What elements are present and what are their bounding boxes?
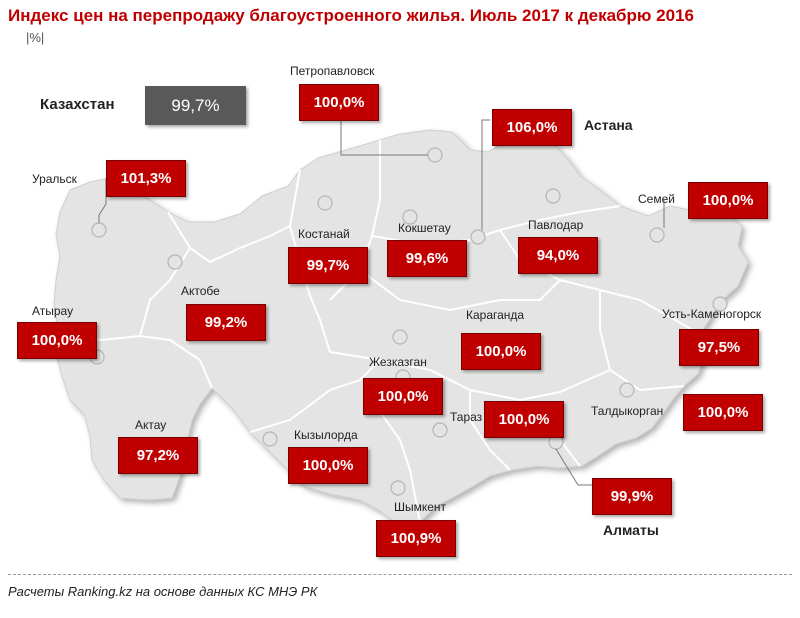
city-marker-shymkent [390, 480, 406, 496]
region-value-semey: 100,0% [688, 182, 768, 219]
region-label-almaty: Алматы [603, 522, 659, 538]
region-value-ust-kamenogorsk: 97,5% [679, 329, 759, 366]
region-label-semey: Семей [638, 192, 675, 206]
region-label-karaganda: Караганда [466, 308, 525, 322]
region-label-kostanay: Костанай [298, 227, 350, 241]
national-label: Казахстан [40, 96, 115, 113]
city-marker-kokshetau [402, 209, 418, 225]
region-value-astana: 106,0% [492, 109, 572, 146]
region-value-almaty: 99,9% [592, 478, 672, 515]
city-marker-karaganda [392, 329, 408, 345]
region-value-shymkent: 100,9% [376, 520, 456, 557]
unit-label: |%| [26, 30, 45, 45]
region-value-karaganda: 100,0% [461, 333, 541, 370]
city-marker-taraz [432, 422, 448, 438]
region-value-kostanay: 99,7% [288, 247, 368, 284]
city-marker-aktobe [167, 254, 183, 270]
region-label-taraz: Тараз [450, 410, 483, 424]
city-marker-ust-kamenogorsk [712, 296, 728, 312]
region-value-aktau: 97,2% [118, 437, 198, 474]
page-title: Индекс цен на перепродажу благоустроенно… [8, 6, 694, 25]
city-marker-petropavlovsk [427, 147, 443, 163]
region-value-zhezkazgan: 100,0% [363, 378, 443, 415]
region-value-kokshetau: 99,6% [387, 240, 467, 277]
city-marker-pavlodar [545, 188, 561, 204]
region-label-kokshetau: Кокшетау [398, 221, 451, 235]
region-label-shymkent: Шымкент [394, 500, 447, 514]
source-note: Расчеты Ranking.kz на основе данных КС М… [8, 584, 318, 599]
region-label-aktobe: Актобе [181, 284, 220, 298]
region-value-pavlodar: 94,0% [518, 237, 598, 274]
region-label-aktau: Актау [135, 418, 167, 432]
city-marker-astana [470, 229, 486, 245]
region-label-taldykorgan: Талдыкорган [591, 404, 664, 418]
city-marker-uralsk [91, 222, 107, 238]
region-label-uralsk: Уральск [32, 172, 77, 186]
region-label-astana: Астана [584, 117, 633, 133]
city-marker-kyzylorda [262, 431, 278, 447]
city-marker-semey [649, 227, 665, 243]
region-value-kyzylorda: 100,0% [288, 447, 368, 484]
country-outline [53, 129, 749, 529]
region-value-uralsk: 101,3% [106, 160, 186, 197]
region-label-kyzylorda: Кызылорда [294, 428, 358, 442]
national-value-box: 99,7% [145, 86, 246, 125]
city-marker-taldykorgan [619, 382, 635, 398]
region-label-petropavlovsk: Петропавловск [290, 64, 375, 78]
region-label-pavlodar: Павлодар [528, 218, 584, 232]
city-marker-kostanay [317, 195, 333, 211]
region-value-taldykorgan: 100,0% [683, 394, 763, 431]
region-value-aktobe: 99,2% [186, 304, 266, 341]
region-label-atyrau: Атырау [32, 304, 74, 318]
region-value-atyrau: 100,0% [17, 322, 97, 359]
region-value-taraz: 100,0% [484, 401, 564, 438]
region-label-zhezkazgan: Жезказган [369, 355, 427, 369]
region-label-ust-kamenogorsk: Усть-Каменогорск [662, 307, 762, 321]
footer-divider [8, 574, 792, 575]
region-value-petropavlovsk: 100,0% [299, 84, 379, 121]
